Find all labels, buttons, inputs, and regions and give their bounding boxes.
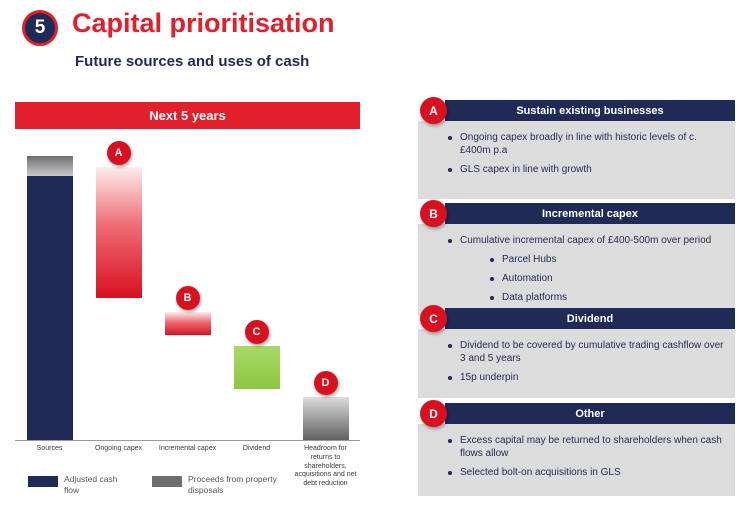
x-axis-label: Ongoing capex bbox=[94, 445, 143, 452]
bullet-item: Selected bolt-on acquisitions in GLS bbox=[418, 466, 725, 479]
bullet-marker bbox=[448, 239, 452, 243]
info-panel: A Sustain existing businesses Ongoing ca… bbox=[418, 0, 735, 514]
bullet-marker bbox=[448, 136, 452, 140]
waterfall-bar-sources bbox=[27, 156, 73, 440]
chart-legend: Adjusted cash flow Proceeds from propert… bbox=[28, 474, 283, 495]
chart-marker-c: C bbox=[244, 320, 269, 345]
slide-number-badge: 5 bbox=[22, 10, 58, 46]
section-body: Dividend to be covered by cumulative tra… bbox=[418, 329, 735, 398]
chart-banner: Next 5 years bbox=[15, 102, 360, 129]
section-other: D Other Excess capital may be returned t… bbox=[418, 400, 735, 496]
bullet-text: Ongoing capex broadly in line with histo… bbox=[460, 132, 697, 156]
grey-swatch bbox=[152, 476, 182, 487]
bullet-marker bbox=[490, 277, 494, 281]
bullet-marker bbox=[490, 258, 494, 262]
bullet-text: Automation bbox=[502, 273, 553, 284]
legend-label: Proceeds from property disposals bbox=[188, 474, 277, 495]
bullet-marker bbox=[448, 439, 452, 443]
section-letter-badge-d: D bbox=[420, 400, 447, 427]
page-subtitle: Future sources and uses of cash bbox=[75, 53, 310, 70]
bullet-item: Dividend to be covered by cumulative tra… bbox=[418, 339, 725, 365]
chart-marker-b: B bbox=[175, 286, 200, 311]
legend-item-adjusted-cash-flow: Adjusted cash flow bbox=[28, 474, 126, 495]
bullet-item: GLS capex in line with growth bbox=[418, 163, 725, 176]
section-header: Other bbox=[445, 403, 735, 424]
page-title: Capital prioritisation bbox=[72, 8, 335, 38]
section-letter-badge-a: A bbox=[420, 97, 447, 124]
section-letter-badge-c: C bbox=[420, 305, 447, 332]
waterfall-bar-incremental-capex bbox=[165, 312, 211, 335]
bullet-item: Excess capital may be returned to shareh… bbox=[418, 434, 725, 460]
bullet-text: Selected bolt-on acquisitions in GLS bbox=[460, 467, 621, 478]
section-body: Ongoing capex broadly in line with histo… bbox=[418, 121, 735, 199]
property-disposals-segment bbox=[27, 156, 73, 176]
legend-label: Adjusted cash flow bbox=[64, 474, 118, 495]
bullet-text: 15p underpin bbox=[460, 372, 519, 383]
bullet-text: Excess capital may be returned to shareh… bbox=[460, 435, 722, 459]
bullet-item: Data platforms bbox=[418, 291, 725, 304]
bullet-item: Automation bbox=[418, 272, 725, 285]
waterfall-plot: A B C D bbox=[15, 141, 360, 441]
navy-swatch bbox=[28, 476, 58, 487]
waterfall-bar-dividend bbox=[234, 346, 280, 389]
section-header: Sustain existing businesses bbox=[445, 100, 735, 121]
bullet-text: GLS capex in line with growth bbox=[460, 164, 592, 175]
section-header: Incremental capex bbox=[445, 203, 735, 224]
bullet-marker bbox=[490, 296, 494, 300]
x-axis-label: Incremental capex bbox=[158, 445, 217, 452]
bullet-text: Parcel Hubs bbox=[502, 254, 557, 265]
chart-marker-a: A bbox=[106, 141, 131, 166]
bullet-marker bbox=[448, 471, 452, 475]
x-axis-label: Sources bbox=[36, 445, 63, 452]
waterfall-bar-ongoing-capex bbox=[96, 167, 142, 298]
section-body: Excess capital may be returned to shareh… bbox=[418, 424, 735, 496]
bullet-marker bbox=[448, 344, 452, 348]
x-axis-label: Dividend bbox=[242, 445, 271, 452]
bullet-text: Cumulative incremental capex of £400-500… bbox=[460, 235, 712, 246]
legend-item-property-disposals: Proceeds from property disposals bbox=[152, 474, 283, 495]
section-sustain-existing-businesses: A Sustain existing businesses Ongoing ca… bbox=[418, 97, 735, 199]
bullet-text: Dividend to be covered by cumulative tra… bbox=[460, 340, 724, 364]
bullet-item: Parcel Hubs bbox=[418, 253, 725, 266]
chart-marker-d: D bbox=[313, 371, 338, 396]
x-axis-label: Headroom for returns to shareholders, ac… bbox=[294, 445, 357, 487]
bullet-text: Data platforms bbox=[502, 292, 568, 303]
section-header: Dividend bbox=[445, 308, 735, 329]
bullet-item: Cumulative incremental capex of £400-500… bbox=[418, 234, 725, 247]
section-incremental-capex: B Incremental capex Cumulative increment… bbox=[418, 200, 735, 316]
bullet-marker bbox=[448, 376, 452, 380]
section-letter-badge-b: B bbox=[420, 200, 447, 227]
bullet-item: 15p underpin bbox=[418, 371, 725, 384]
section-dividend: C Dividend Dividend to be covered by cum… bbox=[418, 305, 735, 398]
bullet-marker bbox=[448, 168, 452, 172]
waterfall-bar-headroom bbox=[303, 397, 349, 440]
bullet-item: Ongoing capex broadly in line with histo… bbox=[418, 131, 725, 157]
section-body: Cumulative incremental capex of £400-500… bbox=[418, 224, 735, 316]
x-axis-labels: Sources Ongoing capex Incremental capex Div… bbox=[15, 445, 360, 489]
